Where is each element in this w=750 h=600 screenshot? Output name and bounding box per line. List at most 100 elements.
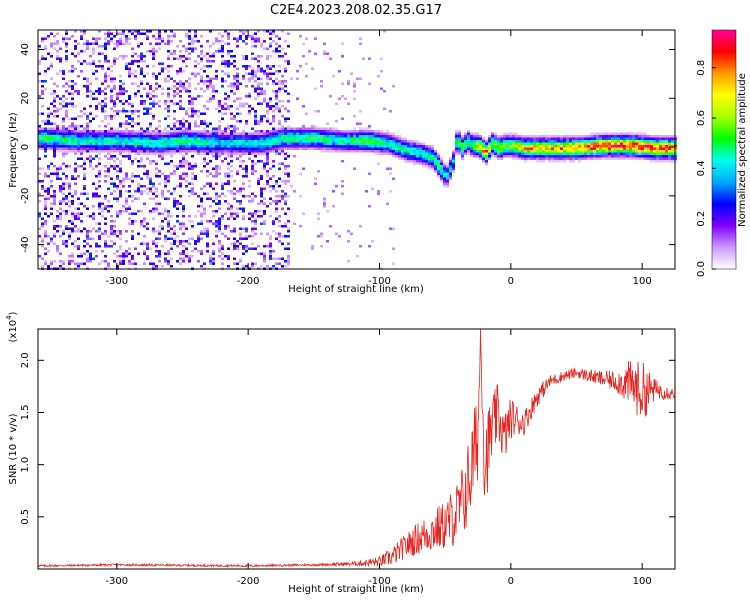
spectrogram-cell (248, 180, 251, 183)
spectrogram-cell (137, 65, 140, 68)
spectrogram-cell (278, 167, 281, 170)
spectrogram-cell (266, 157, 269, 160)
spectrogram-cell (305, 135, 308, 138)
spectrogram-cell (224, 147, 227, 150)
spectrogram-cell (194, 97, 197, 100)
spectrogram-cell (230, 192, 233, 195)
spectrogram-cell (167, 92, 170, 95)
spectrogram-cell (218, 40, 221, 43)
spectrogram-cell (635, 145, 638, 148)
spectrogram-cell (287, 45, 290, 48)
spectrogram-cell (299, 137, 302, 140)
spectrogram-cell (59, 102, 62, 105)
spectrogram-cell (260, 67, 263, 70)
spectrogram-cell (41, 40, 44, 43)
spectrogram-cell (317, 110, 320, 113)
spectrogram-cell (170, 242, 173, 245)
spectrogram-cell (590, 142, 593, 145)
spectrogram-cell (170, 140, 173, 143)
spectrogram-cell (176, 135, 179, 138)
spectrogram-cell (221, 147, 224, 150)
spectrogram-cell (149, 135, 152, 138)
spectrogram-cell (167, 147, 170, 150)
spectrogram-cell (158, 47, 161, 50)
spectrogram-cell (176, 102, 179, 105)
spectrogram-cell (413, 145, 416, 148)
spectrogram-cell (149, 177, 152, 180)
spectrogram-cell (479, 135, 482, 138)
spectrogram-cell (62, 150, 65, 153)
spectrogram-cell (212, 95, 215, 98)
spectrogram-cell (392, 145, 395, 148)
spectrogram-cell (53, 135, 56, 138)
spectrogram-cell (155, 37, 158, 40)
spectrogram-cell (380, 132, 383, 135)
spectrogram-cell (422, 147, 425, 150)
spectrogram-cell (272, 165, 275, 168)
spectrogram-cell (170, 87, 173, 90)
spectrogram-cell (482, 145, 485, 148)
spectrogram-cell (641, 142, 644, 145)
spectrogram-cell (104, 77, 107, 80)
spectrogram-cell (230, 230, 233, 233)
spectrogram-cell (218, 220, 221, 223)
spectrogram-cell (206, 60, 209, 63)
spectrogram-cell (98, 130, 101, 133)
spectrogram-cell (170, 160, 173, 163)
spectrogram-cell (635, 147, 638, 150)
spectrogram-cell (635, 132, 638, 135)
spectrogram-cell (68, 232, 71, 235)
spectrogram-cell (317, 137, 320, 140)
spectrogram-cell (38, 130, 41, 133)
spectrogram-cell (626, 147, 629, 150)
spectrogram-cell (230, 242, 233, 245)
spectrogram-cell (104, 55, 107, 58)
spectrogram-cell (263, 252, 266, 255)
spectrogram-cell (104, 170, 107, 173)
spectrogram-cell (173, 142, 176, 145)
spectrogram-cell (326, 132, 329, 135)
spectrogram-cell (302, 105, 305, 108)
spectrogram-cell (83, 150, 86, 153)
spectrogram-cell (53, 115, 56, 118)
spectrogram-cell (608, 157, 611, 160)
spectrogram-cell (560, 137, 563, 140)
spectrogram-cell (323, 42, 326, 45)
spectrogram-cell (143, 147, 146, 150)
spectrogram-cell (278, 150, 281, 153)
spectrogram-cell (212, 242, 215, 245)
spectrogram-cell (227, 135, 230, 138)
spectrogram-cell (671, 157, 674, 160)
spectrogram-cell (242, 135, 245, 138)
spectrogram-cell (53, 100, 56, 103)
spectrogram-cell (74, 127, 77, 130)
spectrogram-cell (203, 165, 206, 168)
spectrogram-cell (152, 240, 155, 243)
spectrogram-cell (191, 37, 194, 40)
spectrogram-cell (167, 40, 170, 43)
spectrogram-cell (320, 137, 323, 140)
spectrogram-cell (374, 130, 377, 133)
spectrogram-cell (113, 42, 116, 45)
spectrogram-cell (593, 150, 596, 153)
spectrogram-cell (245, 120, 248, 123)
spectrogram-cell (254, 132, 257, 135)
spectrogram-cell (584, 145, 587, 148)
spectrogram-cell (224, 80, 227, 83)
spectrogram-cell (53, 260, 56, 263)
spectrogram-cell (656, 135, 659, 138)
spectrogram-cell (230, 160, 233, 163)
spectrogram-cell (101, 207, 104, 210)
spectrogram-cell (239, 160, 242, 163)
spectrogram-cell (218, 137, 221, 140)
spectrogram-cell (83, 50, 86, 53)
spectrogram-cell (530, 152, 533, 155)
spectrogram-cell (71, 102, 74, 105)
spectrogram-cell (533, 142, 536, 145)
spectrogram-cell (47, 137, 50, 140)
spectrogram-cell (59, 150, 62, 153)
spectrogram-cell (662, 142, 665, 145)
spectrogram-cell (650, 142, 653, 145)
spectrogram-cell (623, 145, 626, 148)
spectrogram-cell (113, 230, 116, 233)
